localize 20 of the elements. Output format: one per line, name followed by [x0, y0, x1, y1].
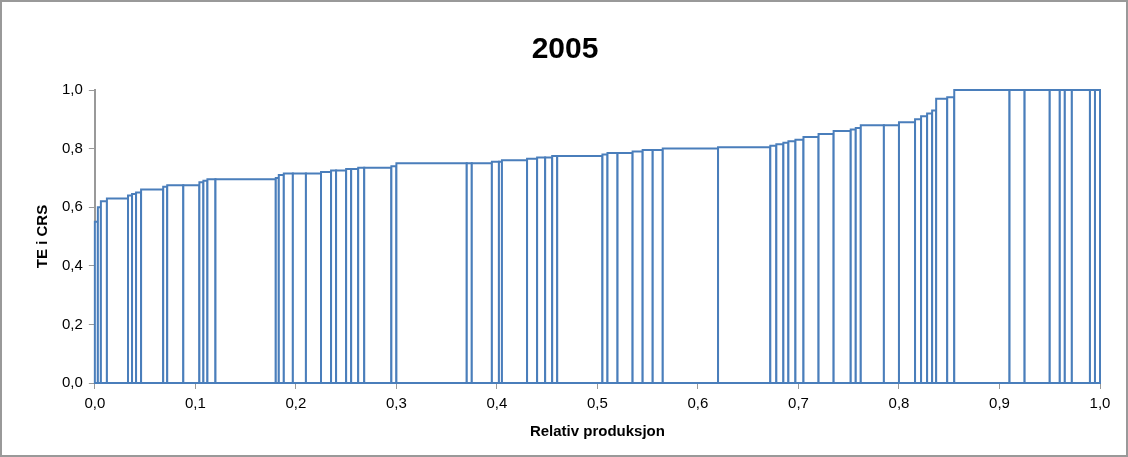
y-tick-label: 0,8	[61, 138, 83, 156]
x-axis-title: Relativ produksjon	[529, 422, 665, 440]
x-tick-label: 0,6	[687, 394, 709, 412]
x-tick-label: 0,8	[888, 394, 910, 412]
x-tick-label: 0,7	[788, 394, 809, 412]
x-tick-label: 1,0	[1089, 394, 1111, 412]
x-tick-label: 0,0	[84, 394, 106, 412]
y-tick-label: 0,4	[61, 255, 83, 273]
x-tick-label: 0,1	[184, 394, 206, 412]
x-tick-label: 0,3	[385, 394, 407, 412]
y-tick-label: 0,0	[61, 373, 83, 391]
x-tick-label: 0,5	[587, 394, 608, 412]
y-tick-label: 0,6	[61, 197, 83, 215]
chart-title: 2005	[531, 31, 599, 65]
y-tick-label: 1,0	[61, 80, 83, 98]
y-axis-title: TE i CRS	[33, 204, 51, 269]
x-tick-label: 0,4	[486, 394, 508, 412]
y-tick-label: 0,2	[61, 314, 83, 332]
x-tick-label: 0,2	[285, 394, 307, 412]
x-tick-label: 0,9	[989, 394, 1010, 412]
